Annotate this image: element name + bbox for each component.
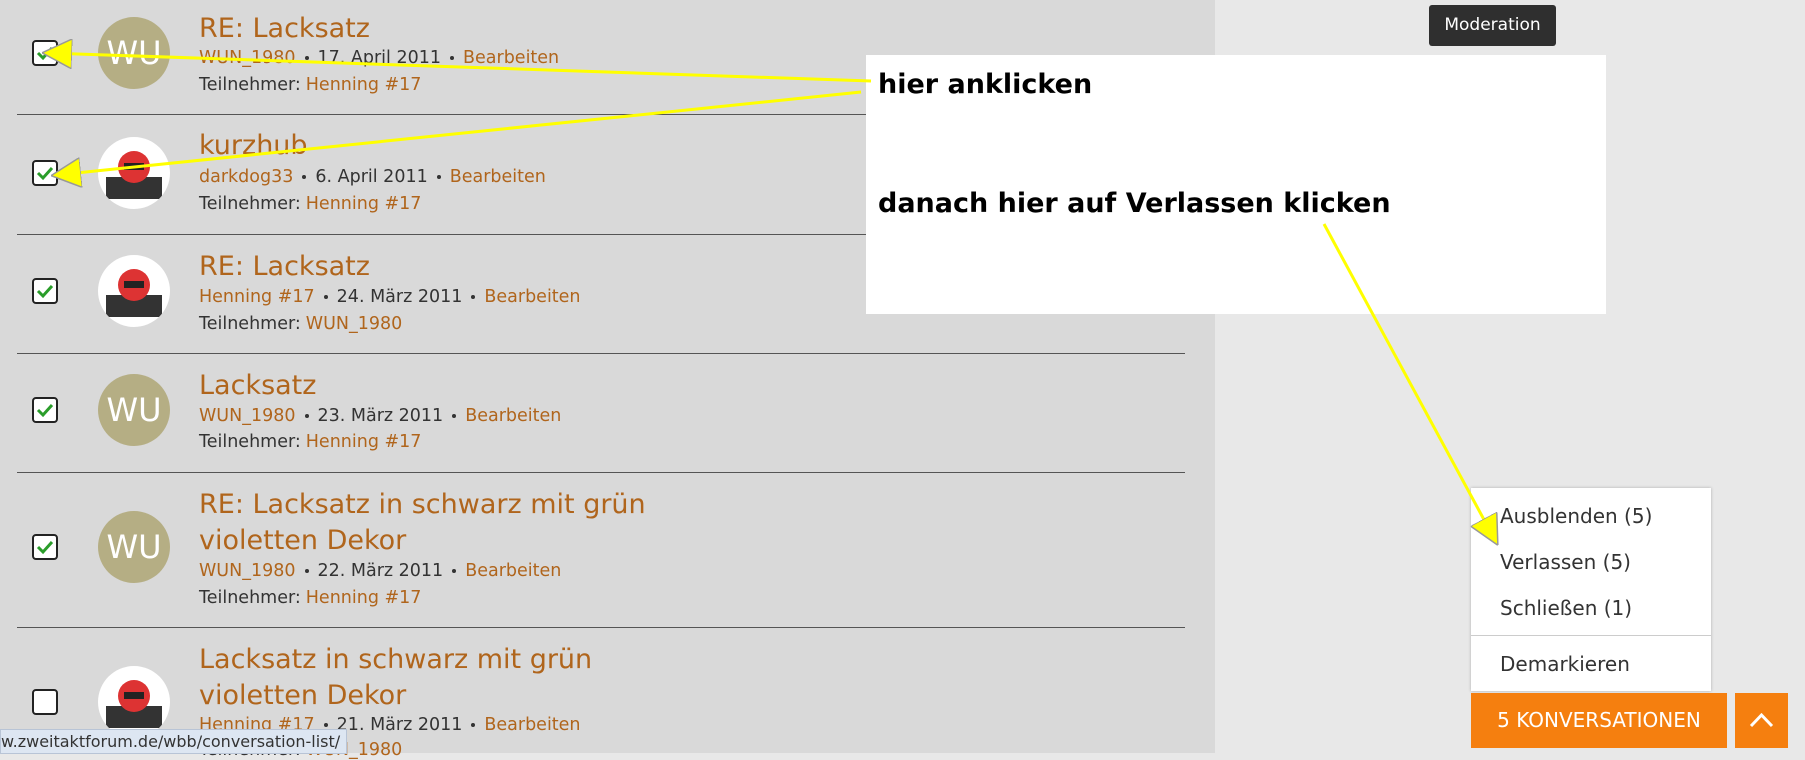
checkbox[interactable] [32, 534, 58, 560]
edit-link[interactable]: Bearbeiten [463, 48, 560, 68]
participants-label: Teilnehmer: [199, 194, 301, 214]
checkbox[interactable] [32, 397, 58, 423]
separator-dot [452, 414, 457, 418]
check-icon [36, 540, 54, 555]
annotation-box [866, 55, 1606, 314]
date: 21. März 2011 [336, 715, 463, 735]
author-link[interactable]: WUN_1980 [199, 406, 296, 426]
separator-dot [436, 175, 441, 179]
conversation-meta: WUN_1980 23. März 2011 Bearbeiten [199, 406, 561, 426]
edit-link[interactable]: Bearbeiten [449, 167, 546, 187]
conversation-meta: WUN_1980 22. März 2011 Bearbeiten [199, 561, 561, 581]
check-icon [36, 284, 54, 299]
date: 22. März 2011 [317, 561, 444, 581]
menu-item[interactable]: Demarkieren [1500, 652, 1630, 676]
checkbox[interactable] [32, 689, 58, 715]
separator-dot [471, 723, 476, 727]
dropdown-menu [1471, 488, 1711, 691]
participants-label: Teilnehmer: [199, 432, 301, 452]
row-separator [17, 114, 1185, 115]
author-link[interactable]: WUN_1980 [199, 561, 296, 581]
participant-link[interactable]: Henning #17 [305, 194, 422, 214]
participants-label: Teilnehmer: [199, 75, 301, 95]
separator-dot [471, 295, 476, 299]
date: 23. März 2011 [317, 406, 444, 426]
participant-link[interactable]: Henning #17 [305, 432, 422, 452]
avatar-image [106, 269, 162, 317]
conversation-title[interactable]: Lacksatz in schwarz mit grün [199, 644, 593, 675]
scroll-top-button[interactable] [1735, 693, 1788, 748]
edit-link[interactable]: Bearbeiten [465, 561, 562, 581]
avatar: WU [98, 17, 170, 89]
row-separator [17, 234, 1185, 235]
participant-link[interactable]: Henning #17 [305, 75, 422, 95]
participants: Teilnehmer:WUN_1980 [199, 314, 402, 334]
conversation-title[interactable]: RE: Lacksatz [199, 13, 370, 44]
participants: Teilnehmer: Henning #17 [199, 432, 421, 452]
conversation-meta: darkdog33 6. April 2011 Bearbeiten [199, 167, 546, 187]
avatar [98, 137, 170, 209]
menu-item[interactable]: Schließen (1) [1500, 596, 1633, 620]
edit-link[interactable]: Bearbeiten [484, 715, 581, 735]
separator-dot [450, 56, 454, 60]
conversation-title[interactable]: Lacksatz [199, 370, 317, 401]
edit-link[interactable]: Bearbeiten [484, 287, 581, 307]
check-icon [36, 166, 54, 181]
moderation-button[interactable]: Moderation [1429, 5, 1556, 46]
participants: Teilnehmer: Henning #17 [199, 588, 421, 608]
menu-item[interactable]: Verlassen (5) [1500, 550, 1631, 574]
separator-dot [302, 175, 307, 179]
conversation-title[interactable]: violetten Dekor [199, 680, 407, 711]
annotation-text: hier anklicken [878, 69, 1093, 100]
separator-dot [323, 723, 328, 727]
participants: Teilnehmer: Henning #17 [199, 194, 421, 214]
avatar: WU [98, 511, 170, 583]
avatar-image [106, 680, 162, 728]
status-bar: w.zweitaktforum.de/wbb/conversation-list… [0, 729, 348, 754]
date: 6. April 2011 [315, 167, 428, 187]
author-link[interactable]: Henning #17 [199, 287, 315, 307]
check-icon [36, 403, 54, 418]
avatar: WU [98, 374, 170, 446]
author-link[interactable]: WUN_1980 [199, 48, 296, 68]
participant-link[interactable]: WUN_1980 [305, 314, 403, 334]
participants-label: Teilnehmer: [199, 314, 301, 334]
conversation-title[interactable]: RE: Lacksatz [199, 251, 370, 282]
row-separator [17, 472, 1185, 473]
separator-dot [304, 569, 309, 573]
conversation-meta: Henning #17 24. März 2011 Bearbeiten [199, 287, 581, 307]
date: 24. März 2011 [336, 287, 463, 307]
row-separator [17, 627, 1185, 628]
checkbox[interactable] [32, 278, 58, 304]
participants-label: Teilnehmer: [199, 588, 301, 608]
edit-link[interactable]: Bearbeiten [465, 406, 562, 426]
annotation-text: danach hier auf Verlassen klicken [878, 188, 1391, 219]
up-icon [1749, 712, 1774, 728]
avatar [98, 255, 170, 327]
row-separator [17, 353, 1185, 354]
separator-dot [304, 56, 309, 60]
participants: Teilnehmer: Henning #17 [199, 75, 421, 95]
separator-dot [304, 414, 309, 418]
separator-dot [452, 569, 457, 573]
selection-button[interactable]: 5 KONVERSATIONEN [1471, 693, 1727, 748]
avatar [98, 666, 170, 738]
conversation-title[interactable]: violetten Dekor [199, 525, 407, 556]
author-link[interactable]: darkdog33 [199, 167, 294, 187]
conversation-title[interactable]: RE: Lacksatz in schwarz mit grün [199, 489, 646, 520]
separator-dot [323, 295, 328, 299]
participant-link[interactable]: Henning #17 [305, 588, 422, 608]
menu-separator [1471, 635, 1711, 636]
menu-item[interactable]: Ausblenden (5) [1500, 504, 1653, 528]
